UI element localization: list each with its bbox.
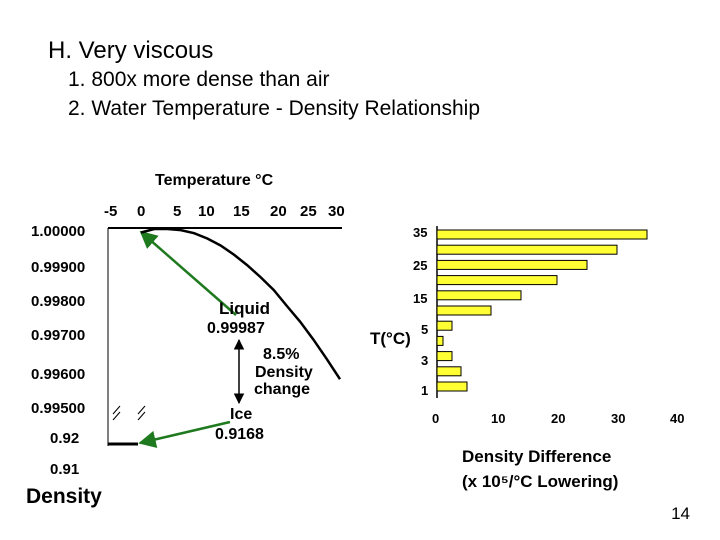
right-x-tick: 40	[670, 411, 685, 426]
top-tick: 10	[198, 203, 215, 220]
y-tick: 0.91	[50, 461, 80, 478]
page-number: 14	[671, 504, 690, 523]
ice-label: Ice	[230, 406, 253, 423]
ice-value: 0.9168	[215, 426, 264, 443]
y-tick: 1.00000	[31, 223, 86, 240]
right-x-tick: 0	[432, 411, 440, 426]
liquid-label: Liquid	[219, 299, 270, 318]
right-y-axis-title: T(°C)	[370, 329, 411, 348]
right-y-tick: 35	[413, 225, 428, 240]
y-tick: 0.99600	[31, 366, 86, 383]
density-change-label-1: Density	[255, 364, 313, 381]
right-x-axis-title-2: (x 10⁵/°C Lowering)	[462, 472, 619, 491]
right-x-tick: 30	[611, 411, 626, 426]
temperature-axis-title: Temperature °C	[155, 172, 274, 189]
density-difference-bar	[436, 305, 492, 316]
density-difference-bar	[436, 366, 462, 377]
density-difference-bar	[436, 381, 468, 392]
density-difference-bar	[436, 351, 453, 362]
liquid-pointer-arrow	[139, 230, 237, 316]
density-difference-bar	[436, 229, 648, 240]
slide-heading: H. Very viscous	[48, 37, 214, 64]
density-difference-bar	[436, 259, 588, 270]
right-y-tick: 25	[413, 258, 428, 273]
y-tick: 0.99900	[31, 259, 86, 276]
density-curve	[140, 227, 342, 380]
y-tick: 0.99800	[31, 293, 86, 310]
top-tick: 30	[328, 203, 345, 220]
axis-break-mark	[137, 405, 146, 415]
top-tick: 25	[300, 203, 317, 220]
top-tick: 5	[173, 203, 182, 220]
density-change-label-2: change	[254, 381, 311, 398]
axis-break-mark	[137, 411, 146, 421]
axis-break-mark	[112, 411, 121, 421]
density-difference-bar	[436, 244, 618, 255]
right-x-axis-title-1: Density Difference	[462, 447, 612, 466]
density-change-percent: 8.5%	[263, 346, 300, 363]
right-x-tick: 10	[491, 411, 506, 426]
list-item-2: 2. Water Temperature - Density Relations…	[68, 97, 481, 120]
right-y-tick: 1	[421, 383, 429, 398]
density-difference-bar	[436, 275, 558, 286]
y-tick: 0.99500	[31, 400, 86, 417]
right-y-tick: 3	[421, 353, 429, 368]
right-y-tick: 15	[413, 291, 428, 306]
ice-pointer-arrow	[138, 420, 231, 448]
top-tick: 0	[137, 203, 146, 220]
right-y-tick: 5	[421, 322, 429, 337]
top-tick: 20	[270, 203, 287, 220]
liquid-value: 0.99987	[207, 320, 265, 337]
list-item-1: 1. 800x more dense than air	[68, 68, 330, 91]
density-difference-bar	[436, 320, 453, 331]
y-tick: 0.99700	[31, 327, 86, 344]
density-difference-bar	[436, 290, 522, 301]
axis-break-mark	[112, 405, 121, 415]
density-axis-title: Density	[26, 485, 102, 508]
right-x-tick: 20	[551, 411, 566, 426]
y-tick: 0.92	[50, 430, 80, 447]
top-tick: -5	[104, 203, 118, 220]
top-tick: 15	[233, 203, 250, 220]
density-difference-bar	[436, 335, 444, 346]
